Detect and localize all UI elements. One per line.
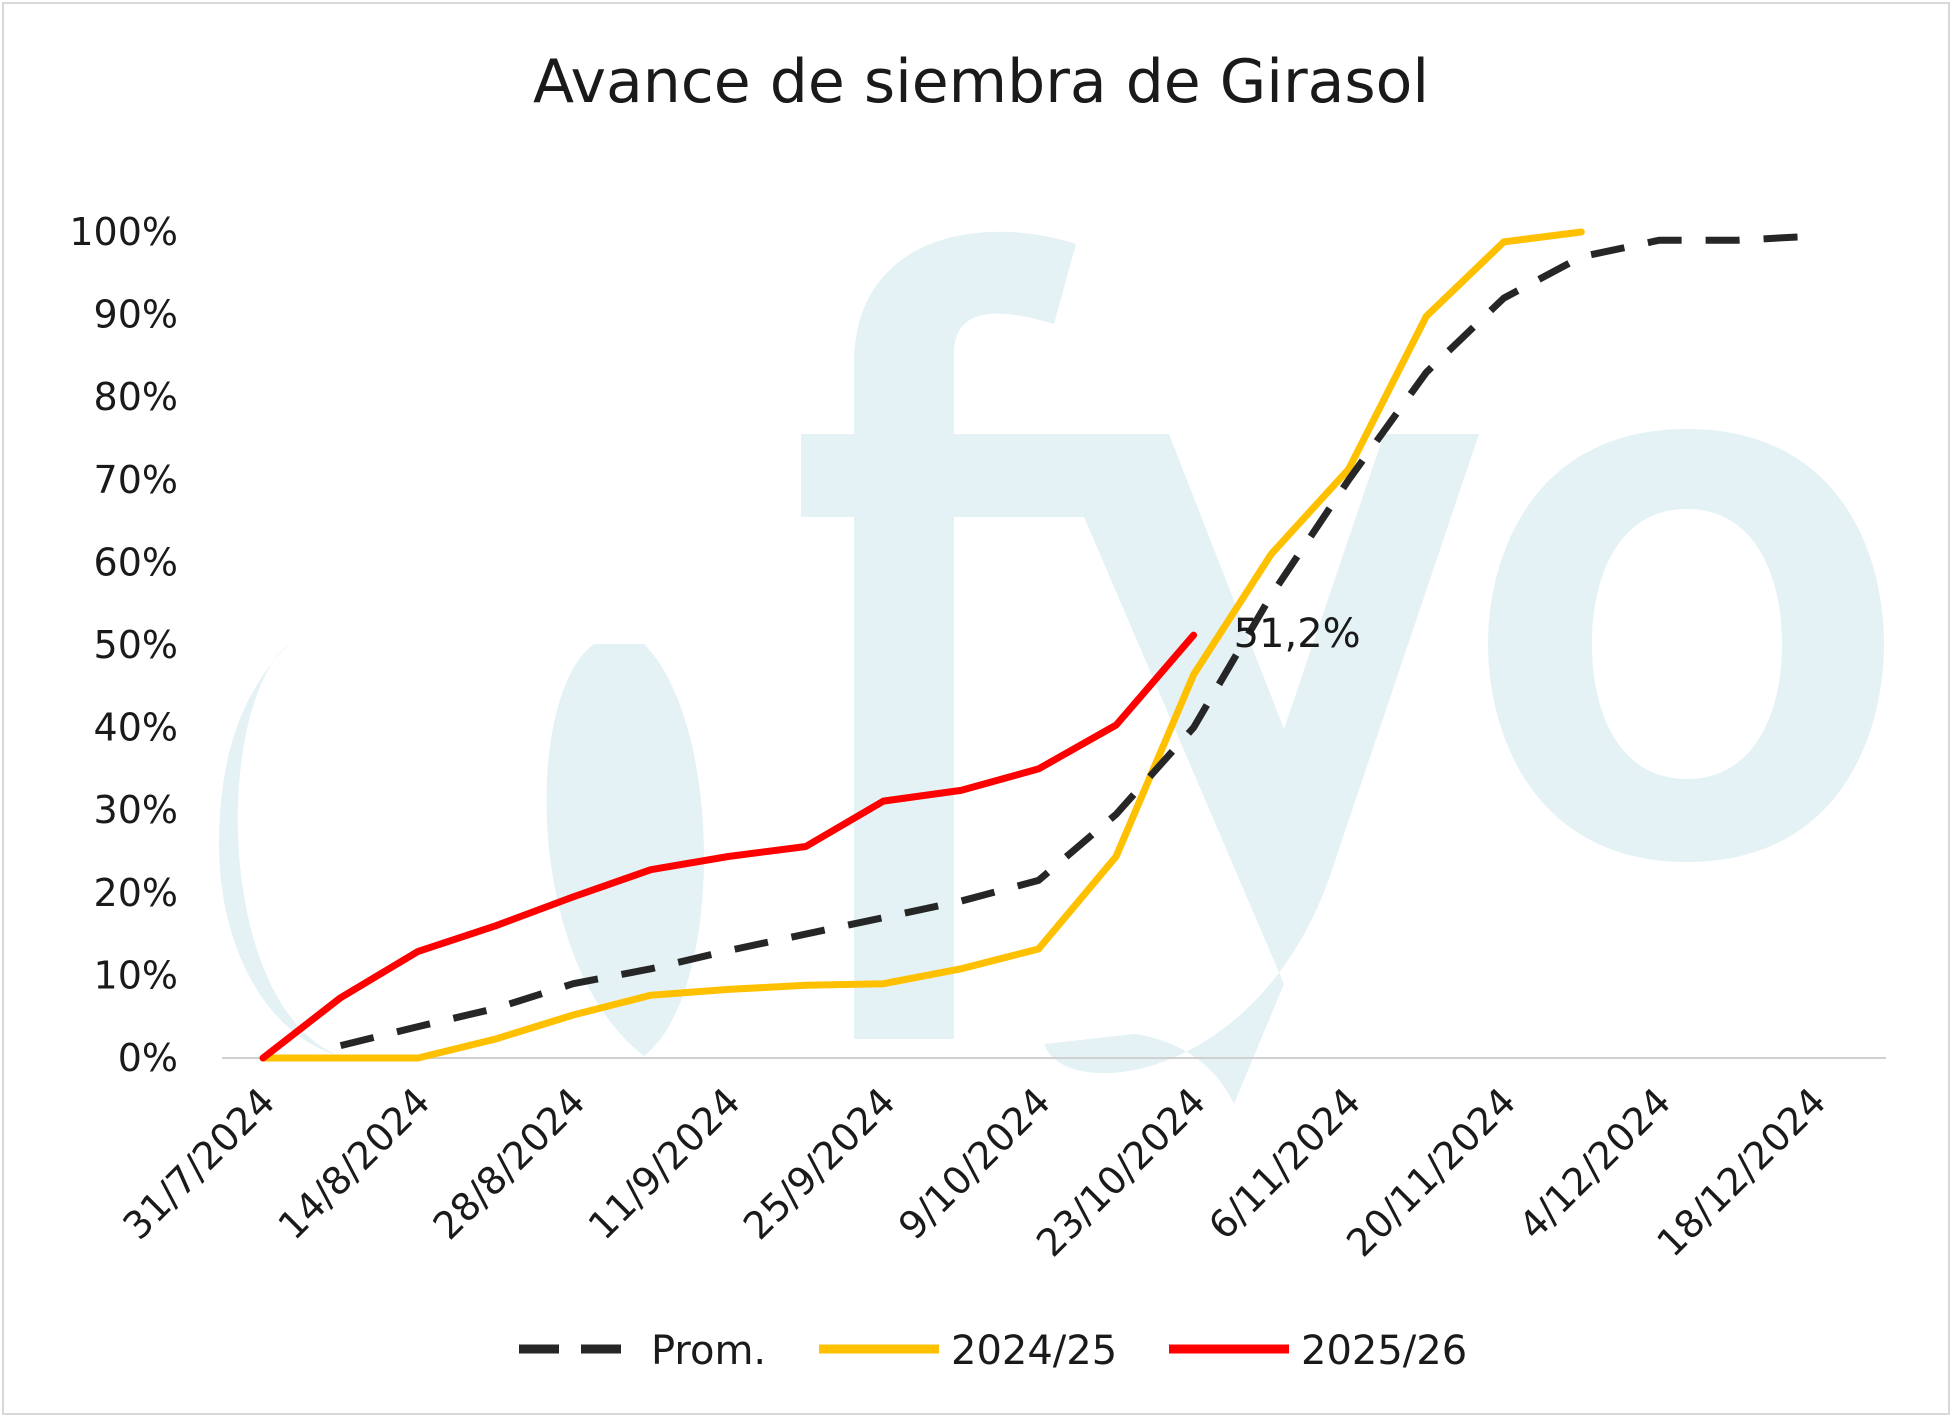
x-tick-label: 20/11/2024 xyxy=(1338,1079,1524,1265)
x-tick: 28/8/2024 xyxy=(425,1079,594,1248)
chart-title: Avance de siembra de Girasol xyxy=(533,47,1429,117)
x-tick-label: 9/10/2024 xyxy=(890,1079,1059,1248)
legend: Prom. 2024/25 2025/26 xyxy=(519,1328,1467,1374)
annotations: 51,2% xyxy=(1234,611,1361,657)
x-tick: 18/12/2024 xyxy=(1648,1079,1834,1265)
legend-label: Prom. xyxy=(651,1328,766,1374)
x-tick-label: 11/9/2024 xyxy=(580,1079,749,1248)
series-lines xyxy=(259,228,1815,1062)
x-tick: 31/7/2024 xyxy=(114,1079,283,1248)
x-tick: 6/11/2024 xyxy=(1200,1079,1369,1248)
series-line-prom xyxy=(339,232,1815,1049)
series-line-2024-25 xyxy=(259,228,1585,1062)
line-chart: Avance de siembra de Girasol 0% 10% 20% 30%… xyxy=(69,47,1886,1374)
x-tick: 4/12/2024 xyxy=(1510,1079,1679,1248)
x-tick-label: 4/12/2024 xyxy=(1510,1079,1679,1248)
y-tick-label: 80% xyxy=(94,375,178,419)
legend-label: 2025/26 xyxy=(1301,1328,1467,1374)
y-axis: 0% 10% 20% 30% 40% 50% 60% 70% 80% 90% 100% xyxy=(69,210,178,1080)
y-tick-label: 20% xyxy=(94,871,178,915)
y-tick-label: 0% xyxy=(118,1036,178,1080)
y-tick-label: 90% xyxy=(94,293,178,337)
x-tick: 9/10/2024 xyxy=(890,1079,1059,1248)
x-tick: 25/9/2024 xyxy=(735,1079,904,1248)
x-tick: 14/8/2024 xyxy=(270,1079,439,1248)
y-tick-label: 60% xyxy=(94,540,178,584)
y-tick-label: 70% xyxy=(94,458,178,502)
x-axis: 31/7/202414/8/202428/8/202411/9/202425/9… xyxy=(114,1057,1886,1265)
y-tick-label: 100% xyxy=(69,210,178,254)
y-tick-label: 10% xyxy=(94,953,178,997)
x-tick-label: 14/8/2024 xyxy=(270,1079,439,1248)
y-tick-label: 40% xyxy=(94,706,178,750)
x-tick-label: 31/7/2024 xyxy=(114,1079,283,1248)
legend-label: 2024/25 xyxy=(951,1328,1117,1374)
series-line-2025-26 xyxy=(259,631,1198,1062)
x-tick-label: 28/8/2024 xyxy=(425,1079,594,1248)
fyo-watermark-logo xyxy=(219,231,1884,1104)
y-tick-label: 30% xyxy=(94,788,178,832)
data-label: 51,2% xyxy=(1234,611,1361,657)
x-tick: 11/9/2024 xyxy=(580,1079,749,1248)
x-tick-label: 18/12/2024 xyxy=(1648,1079,1834,1265)
x-tick-label: 6/11/2024 xyxy=(1200,1079,1369,1248)
x-tick: 20/11/2024 xyxy=(1338,1079,1524,1265)
x-tick-label: 25/9/2024 xyxy=(735,1079,904,1248)
x-tick: 23/10/2024 xyxy=(1028,1079,1214,1265)
x-tick-label: 23/10/2024 xyxy=(1028,1079,1214,1265)
y-tick-label: 50% xyxy=(94,623,178,667)
